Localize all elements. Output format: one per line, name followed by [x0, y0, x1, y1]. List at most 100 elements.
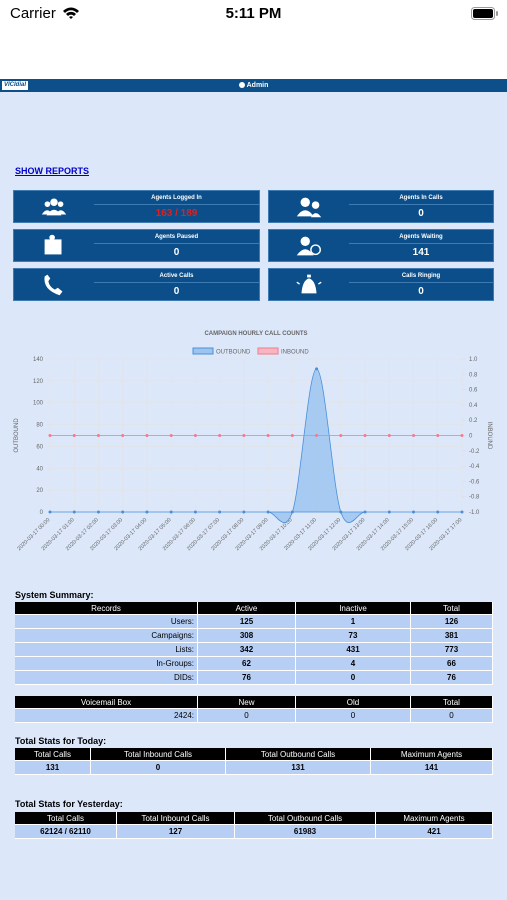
legend-label: OUTBOUND — [216, 350, 251, 356]
table-header-cell: Old — [296, 696, 411, 709]
table-cell: 0 — [198, 709, 296, 723]
table-header-cell: Total — [411, 602, 493, 615]
tile-separator — [349, 243, 493, 244]
data-point — [339, 510, 343, 514]
table-cell: DIDs: — [15, 671, 198, 685]
table-header-cell: Total Outbound Calls — [226, 748, 371, 761]
data-point — [266, 434, 270, 437]
table-header-cell: Inactive — [296, 602, 411, 615]
legend-label: INBOUND — [281, 350, 309, 356]
y2-tick-label: -0.6 — [469, 479, 480, 485]
table-cell: Campaigns: — [15, 629, 198, 643]
status-area: Carrier 5:11 PM — [0, 0, 507, 79]
show-reports-link[interactable]: SHOW REPORTS — [15, 166, 90, 176]
tile-label: Calls Ringing — [401, 273, 441, 279]
section-title: Total Stats for Yesterday: — [15, 799, 123, 809]
table-header-cell: New — [198, 696, 296, 709]
table-header-cell: Voicemail Box — [15, 696, 198, 709]
data-point — [193, 510, 197, 514]
table-cell: 126 — [411, 615, 493, 629]
stat-tile: Agents Paused 0 — [13, 229, 260, 262]
table-header-cell: Total — [411, 696, 493, 709]
y2-tick-label: -0.2 — [469, 449, 480, 455]
tile-label: Active Calls — [159, 273, 194, 279]
table-cell: 0 — [411, 709, 493, 723]
wifi-icon — [63, 7, 79, 19]
y2-tick-label: 0.2 — [469, 418, 478, 424]
y2-tick-label: 0.6 — [469, 388, 478, 394]
tile-label: Agents Waiting — [399, 234, 443, 240]
tile-separator — [94, 204, 259, 205]
admin-menu[interactable]: Admin — [0, 81, 507, 90]
y-tick-label: 0 — [40, 510, 44, 516]
stat-tile: Agents In Calls 0 — [268, 190, 494, 223]
data-point — [193, 434, 197, 437]
table-cell: 62 — [198, 657, 296, 671]
table-cell: 421 — [376, 825, 493, 839]
tile-value: 0 — [418, 208, 424, 219]
section-title: Total Stats for Today: — [15, 736, 107, 746]
data-point — [412, 434, 416, 437]
tile-separator — [349, 204, 493, 205]
y-tick-label: 140 — [33, 357, 44, 363]
table-cell: 62124 / 62110 — [15, 825, 117, 839]
y-axis-label: OUTBOUND — [14, 418, 20, 453]
table-cell: Users: — [15, 615, 198, 629]
tile-value: 0 — [173, 247, 180, 258]
table-cell: 0 — [296, 671, 411, 685]
data-point — [218, 510, 222, 514]
table-cell: 0 — [91, 761, 226, 775]
legend-swatch — [257, 347, 279, 355]
y2-tick-label: 0 — [469, 434, 473, 440]
table-cell: 131 — [226, 761, 371, 775]
table-header-cell: Total Outbound Calls — [235, 812, 376, 825]
table-cell: 76 — [198, 671, 296, 685]
table-cell: 381 — [411, 629, 493, 643]
table-header-cell: Maximum Agents — [376, 812, 493, 825]
data-point — [96, 434, 100, 437]
y2-tick-label: 0.4 — [469, 403, 478, 409]
data-point — [121, 434, 125, 437]
tile-label: Agents In Calls — [399, 195, 443, 201]
chart: CAMPAIGN HOURLY CALL COUNTS OUTBOUND INBOU… — [14, 331, 492, 552]
data-point — [436, 510, 440, 514]
table-cell: Lists: — [15, 643, 198, 657]
data-point — [145, 434, 149, 437]
y-tick-label: 60 — [36, 444, 43, 450]
tile-icon — [296, 236, 321, 256]
tile-icon — [44, 274, 63, 296]
table-cell: 1 — [296, 615, 411, 629]
table-cell: 4 — [296, 657, 411, 671]
tile-label: Agents Paused — [154, 234, 199, 240]
y-tick-label: 120 — [33, 379, 44, 385]
y2-axis-label: INBOUND — [486, 422, 492, 450]
data-point — [363, 510, 367, 514]
data-point — [339, 434, 343, 437]
tile-icon — [44, 234, 62, 255]
table-cell: 61983 — [235, 825, 376, 839]
data-point — [169, 510, 173, 514]
y2-tick-label: -1.0 — [469, 510, 480, 516]
header-bar: VICIdial Admin — [0, 79, 507, 92]
admin-label[interactable]: Admin — [246, 82, 269, 89]
stat-tile: Agents Waiting 141 — [268, 229, 494, 262]
tile-separator — [349, 282, 493, 283]
table-cell: 141 — [371, 761, 493, 775]
y2-tick-label: -0.4 — [469, 464, 480, 470]
data-point — [48, 510, 52, 514]
user-icon — [238, 82, 245, 88]
stat-tile: Calls Ringing 0 — [268, 268, 494, 301]
legend-swatch — [192, 347, 214, 355]
data-point — [460, 434, 464, 437]
data-point — [460, 510, 464, 514]
table-header-cell: Maximum Agents — [371, 748, 493, 761]
y-tick-label: 20 — [36, 488, 43, 494]
data-point — [242, 510, 246, 514]
tile-value: 163 / 189 — [155, 208, 198, 219]
data-point — [387, 510, 391, 514]
table-cell: 773 — [411, 643, 493, 657]
table-header-cell: Total Calls — [15, 812, 117, 825]
data-point — [242, 434, 246, 437]
tile-icon — [41, 198, 67, 216]
